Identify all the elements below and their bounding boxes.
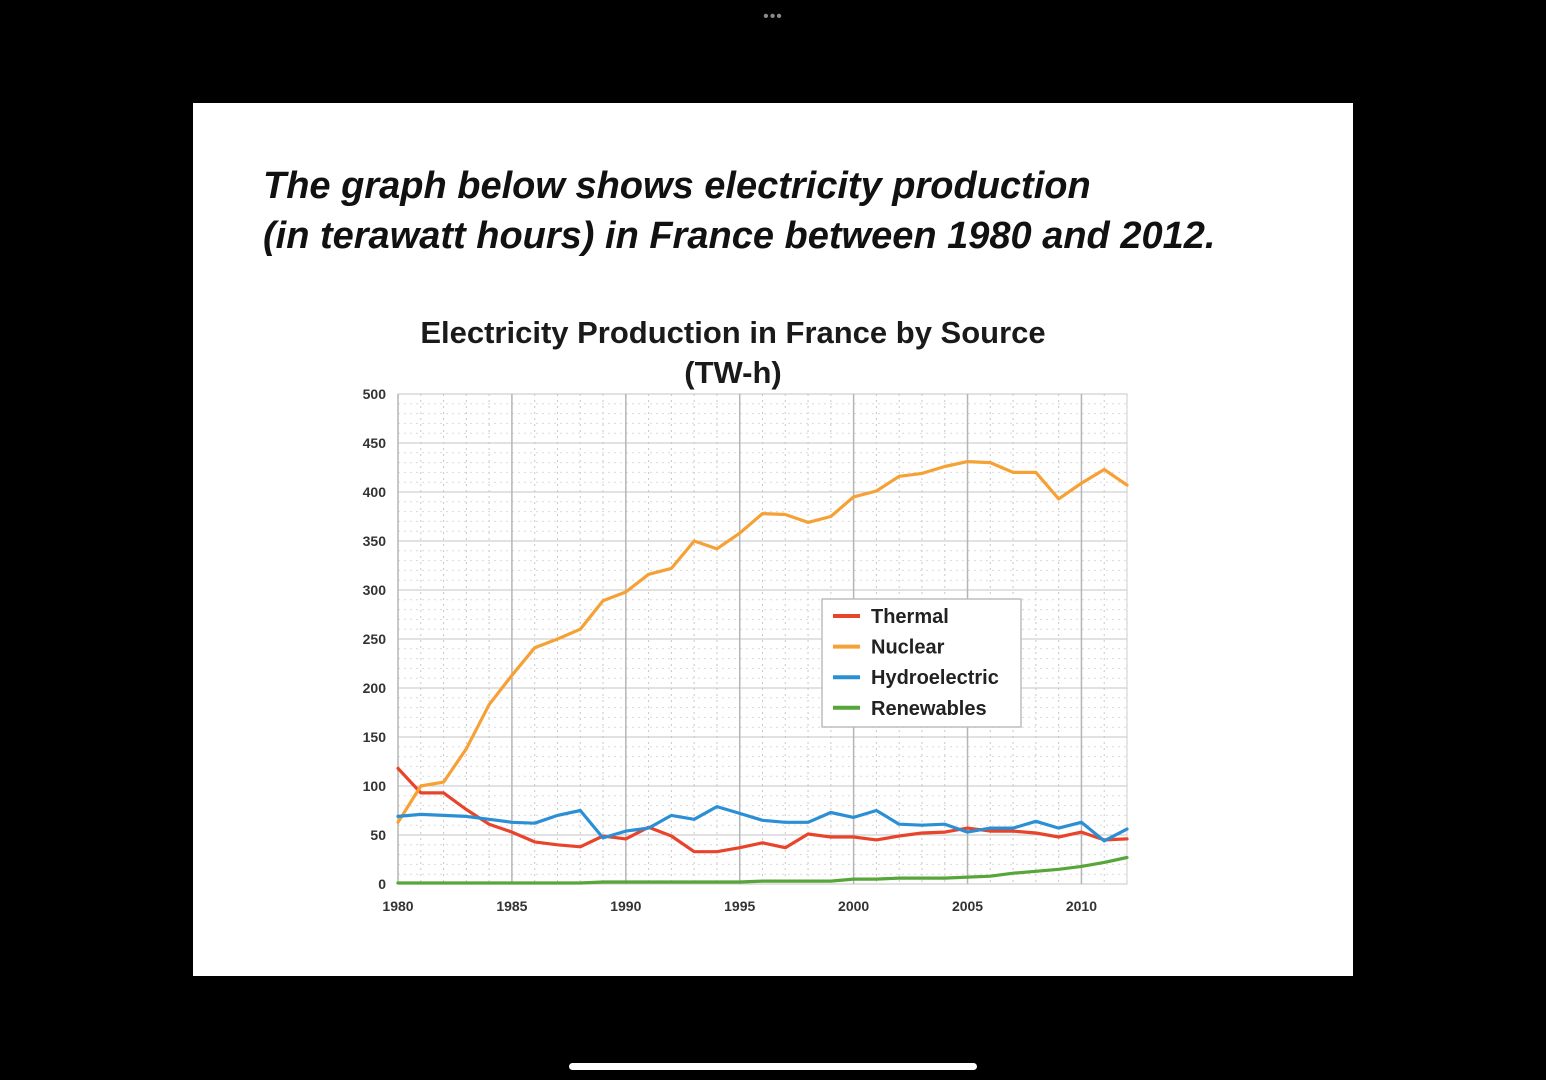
y-axis-ticks: 0 50 100 150 200 250 300 350 400 450 500 bbox=[363, 386, 387, 892]
x-tick-label: 1980 bbox=[382, 898, 413, 914]
line-chart: Electricity Production in France by Sour… bbox=[363, 315, 1129, 914]
slide-heading-line-2: (in terawatt hours) in France between 19… bbox=[263, 215, 1216, 257]
x-tick-label: 2000 bbox=[838, 898, 869, 914]
y-tick-label: 400 bbox=[363, 484, 387, 500]
x-axis-ticks: 1980 1985 1990 1995 2000 2005 2010 bbox=[382, 898, 1097, 914]
grid-lines bbox=[397, 393, 1128, 885]
slide-heading-line-1: The graph below shows electricity produc… bbox=[263, 165, 1091, 207]
chart-title: Electricity Production in France by Sour… bbox=[420, 315, 1045, 350]
y-tick-label: 250 bbox=[363, 631, 387, 647]
legend-label-thermal: Thermal bbox=[871, 606, 949, 628]
y-tick-label: 150 bbox=[363, 729, 387, 745]
series-line-renewables bbox=[396, 855, 1129, 885]
y-tick-label: 350 bbox=[363, 533, 387, 549]
x-tick-label: 2005 bbox=[952, 898, 983, 914]
series-line-nuclear bbox=[396, 460, 1129, 824]
x-tick-label: 1985 bbox=[496, 898, 527, 914]
series-lines bbox=[396, 460, 1129, 885]
y-tick-label: 50 bbox=[370, 827, 386, 843]
series-line-hydroelectric bbox=[396, 804, 1129, 843]
y-tick-label: 100 bbox=[363, 778, 387, 794]
slide-heading: The graph below shows electricity produc… bbox=[263, 161, 1323, 261]
x-tick-label: 1990 bbox=[610, 898, 641, 914]
series-line-thermal bbox=[396, 766, 1129, 854]
y-tick-label: 0 bbox=[378, 876, 386, 892]
y-tick-label: 500 bbox=[363, 386, 387, 402]
y-tick-label: 200 bbox=[363, 680, 387, 696]
x-tick-label: 2010 bbox=[1066, 898, 1097, 914]
y-tick-label: 300 bbox=[363, 582, 387, 598]
y-tick-label: 450 bbox=[363, 435, 387, 451]
home-indicator-bar[interactable] bbox=[569, 1063, 977, 1070]
chart-subtitle: (TW-h) bbox=[684, 355, 781, 390]
presentation-slide: The graph below shows electricity produc… bbox=[193, 103, 1353, 976]
more-options-dots-icon[interactable]: ••• bbox=[763, 8, 783, 25]
legend-label-nuclear: Nuclear bbox=[871, 637, 945, 659]
legend-box bbox=[821, 598, 1022, 728]
chart-legend: Thermal Nuclear Hydroelectric Renewables bbox=[821, 598, 1022, 728]
legend-label-hydroelectric: Hydroelectric bbox=[871, 667, 999, 689]
x-tick-label: 1995 bbox=[724, 898, 755, 914]
legend-label-renewables: Renewables bbox=[871, 698, 987, 720]
